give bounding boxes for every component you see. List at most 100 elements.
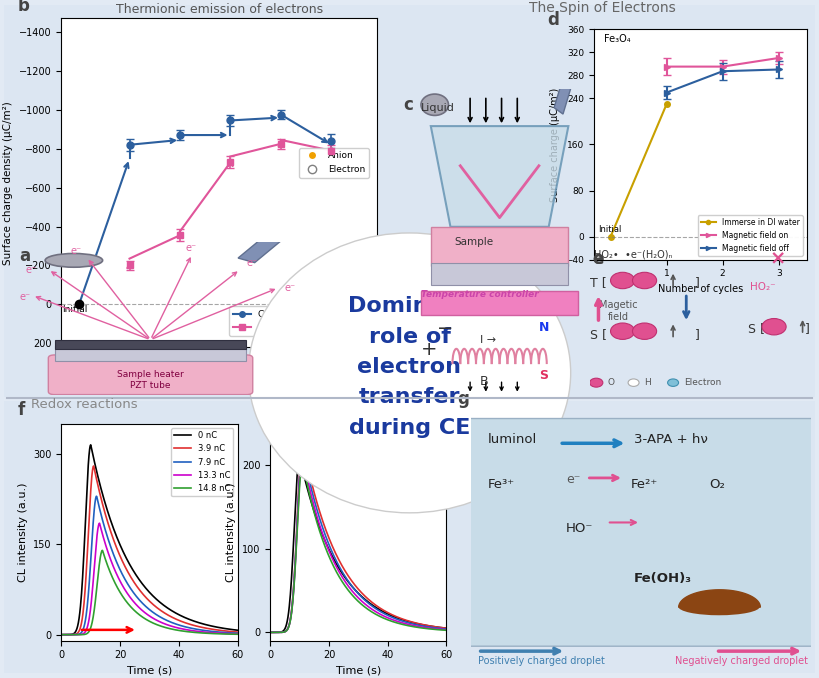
-0.60 nC bbox=[437, 624, 447, 633]
Text: e⁻: e⁻ bbox=[285, 283, 296, 293]
14.8 nC bbox=[97, 546, 107, 555]
Y-axis label: CL intensity (a.u.): CL intensity (a.u.) bbox=[18, 483, 28, 582]
Y-axis label: Surface charge density (μC/m²): Surface charge density (μC/m²) bbox=[3, 101, 13, 264]
Text: Redox reactions: Redox reactions bbox=[31, 398, 138, 411]
-0.60 nC bbox=[441, 625, 451, 633]
0 nC bbox=[229, 626, 238, 634]
Text: −: − bbox=[437, 319, 453, 338]
0 nC bbox=[152, 596, 162, 604]
0 nC bbox=[350, 585, 360, 593]
Text: B: B bbox=[480, 376, 489, 388]
0 nC bbox=[370, 603, 380, 611]
X-axis label: Time (s): Time (s) bbox=[336, 666, 381, 676]
-0.60 nC bbox=[351, 586, 360, 595]
13.3 nC bbox=[201, 628, 211, 636]
3.9 nC bbox=[161, 610, 171, 618]
0 nC bbox=[441, 624, 451, 633]
0 nC bbox=[86, 441, 96, 449]
Circle shape bbox=[762, 319, 786, 335]
-1.22 nC bbox=[441, 626, 451, 634]
-2.13 nC bbox=[297, 458, 307, 466]
Text: Fe³⁺: Fe³⁺ bbox=[488, 478, 515, 491]
Line: 0 nC: 0 nC bbox=[61, 445, 238, 635]
-1.22 nC bbox=[297, 452, 307, 460]
Text: e: e bbox=[592, 250, 604, 268]
Text: Initial: Initial bbox=[62, 305, 88, 314]
-0.14 nC bbox=[351, 582, 360, 590]
Text: H: H bbox=[645, 378, 651, 387]
FancyBboxPatch shape bbox=[464, 418, 817, 646]
-2.13 nC bbox=[351, 595, 360, 603]
Circle shape bbox=[610, 323, 635, 340]
Text: b: b bbox=[17, 0, 29, 15]
7.9 nC bbox=[152, 611, 162, 619]
Text: e: e bbox=[592, 250, 604, 268]
-2.13 nC bbox=[361, 604, 371, 612]
Ellipse shape bbox=[45, 254, 102, 267]
3.9 nC bbox=[152, 603, 162, 612]
Text: N: N bbox=[539, 321, 550, 334]
14.8 nC bbox=[229, 630, 238, 638]
-0.60 nC bbox=[370, 604, 380, 612]
Circle shape bbox=[632, 273, 657, 289]
Text: Negatively charged droplet: Negatively charged droplet bbox=[675, 656, 808, 666]
14.8 nC bbox=[141, 615, 151, 623]
-0.14 nC bbox=[297, 438, 307, 446]
Text: HO₂•  •e⁻(H₂O)ₙ: HO₂• •e⁻(H₂O)ₙ bbox=[594, 250, 672, 260]
Circle shape bbox=[610, 273, 635, 289]
0 nC bbox=[351, 586, 360, 594]
Ellipse shape bbox=[421, 94, 449, 115]
3.9 nC bbox=[141, 593, 151, 601]
Text: Initial: Initial bbox=[598, 225, 622, 234]
Text: Fe₃O₄: Fe₃O₄ bbox=[604, 34, 631, 44]
14.8 nC bbox=[57, 631, 66, 639]
0 nC bbox=[57, 631, 66, 639]
Text: Liquid: Liquid bbox=[421, 103, 455, 113]
Line: -1.22 nC: -1.22 nC bbox=[270, 456, 446, 633]
13.3 nC bbox=[161, 620, 171, 629]
Text: S [: S [ bbox=[748, 322, 765, 335]
3.9 nC bbox=[142, 594, 152, 602]
Line: 7.9 nC: 7.9 nC bbox=[61, 496, 238, 635]
Line: 13.3 nC: 13.3 nC bbox=[61, 523, 238, 635]
-0.14 nC bbox=[437, 624, 447, 632]
Text: Fe(OH)₃: Fe(OH)₃ bbox=[634, 572, 692, 585]
3.9 nC bbox=[201, 624, 211, 633]
-1.22 nC bbox=[410, 622, 420, 630]
Y-axis label: CL intensity (a.u.): CL intensity (a.u.) bbox=[227, 483, 237, 582]
Polygon shape bbox=[238, 232, 287, 262]
-1.22 nC bbox=[361, 601, 371, 609]
Bar bbox=[431, 226, 568, 266]
7.9 nC bbox=[57, 631, 66, 639]
Text: Sample: Sample bbox=[455, 237, 494, 247]
X-axis label: Number of cycles: Number of cycles bbox=[658, 284, 743, 294]
-2.13 nC bbox=[437, 626, 447, 634]
Bar bbox=[421, 291, 578, 315]
-1.22 nC bbox=[265, 629, 275, 637]
-0.14 nC bbox=[265, 629, 275, 637]
Text: ]: ] bbox=[695, 328, 700, 341]
14.8 nC bbox=[152, 620, 162, 629]
-1.22 nC bbox=[351, 591, 360, 599]
Polygon shape bbox=[431, 126, 568, 226]
-2.13 nC bbox=[370, 610, 380, 618]
Text: ×: × bbox=[770, 250, 786, 268]
Text: +: + bbox=[421, 340, 437, 359]
Text: ]: ] bbox=[695, 276, 700, 289]
Text: PZT tube: PZT tube bbox=[130, 381, 171, 390]
Line: -0.14 nC: -0.14 nC bbox=[270, 442, 446, 633]
7.9 nC bbox=[233, 629, 242, 637]
Title: Thermionic emission of electrons: Thermionic emission of electrons bbox=[115, 3, 323, 16]
3.9 nC bbox=[229, 628, 238, 636]
0 nC bbox=[361, 596, 371, 604]
Text: Sample heater: Sample heater bbox=[117, 370, 184, 379]
Text: Positively charged droplet: Positively charged droplet bbox=[477, 656, 604, 666]
Legend: 0 nC, 3.9 nC, 7.9 nC, 13.3 nC, 14.8 nC: 0 nC, 3.9 nC, 7.9 nC, 13.3 nC, 14.8 nC bbox=[171, 428, 233, 496]
Text: d: d bbox=[547, 11, 559, 28]
Text: I →: I → bbox=[480, 335, 496, 344]
Circle shape bbox=[628, 379, 639, 386]
-2.13 nC bbox=[441, 626, 451, 635]
Text: S [: S [ bbox=[590, 328, 607, 341]
Text: HO⁻: HO⁻ bbox=[566, 522, 594, 536]
Text: T [: T [ bbox=[590, 276, 606, 289]
